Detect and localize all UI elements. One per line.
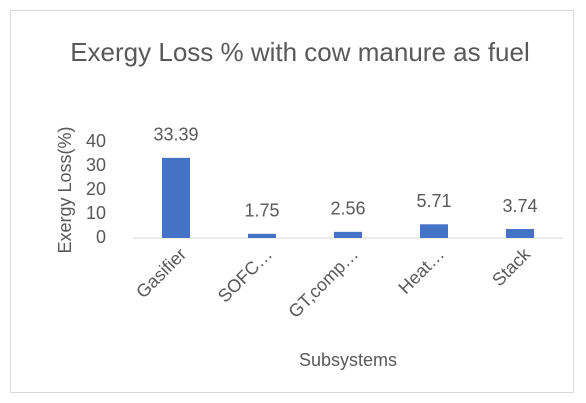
data-label: 3.74 [502,196,537,216]
x-tick-label: Stack [488,243,535,290]
y-axis-label: Exergy Loss(%) [55,126,75,253]
y-tick-label: 20 [86,179,106,199]
x-tick-label: Heat… [394,244,448,298]
data-label: 2.56 [330,199,365,219]
y-tick-label: 30 [86,155,106,175]
y-tick-label: 0 [96,227,106,247]
bar [506,229,534,238]
chart-title: Exergy Loss % with cow manure as fuel [70,37,530,67]
x-tick-label: GT,comp… [284,244,362,322]
x-axis-label: Subsystems [299,350,397,370]
x-tick-label: Gasifier [132,244,190,302]
data-label: 5.71 [416,191,451,211]
y-tick-label: 10 [86,203,106,223]
chart-frame [10,10,574,393]
bar [334,231,362,238]
data-label: 1.75 [244,201,279,221]
bar [420,224,448,238]
bar [162,157,190,238]
bar [248,233,276,238]
y-tick-label: 40 [86,131,106,151]
data-label: 33.39 [153,125,198,145]
x-tick-label: SOFC… [214,244,276,306]
